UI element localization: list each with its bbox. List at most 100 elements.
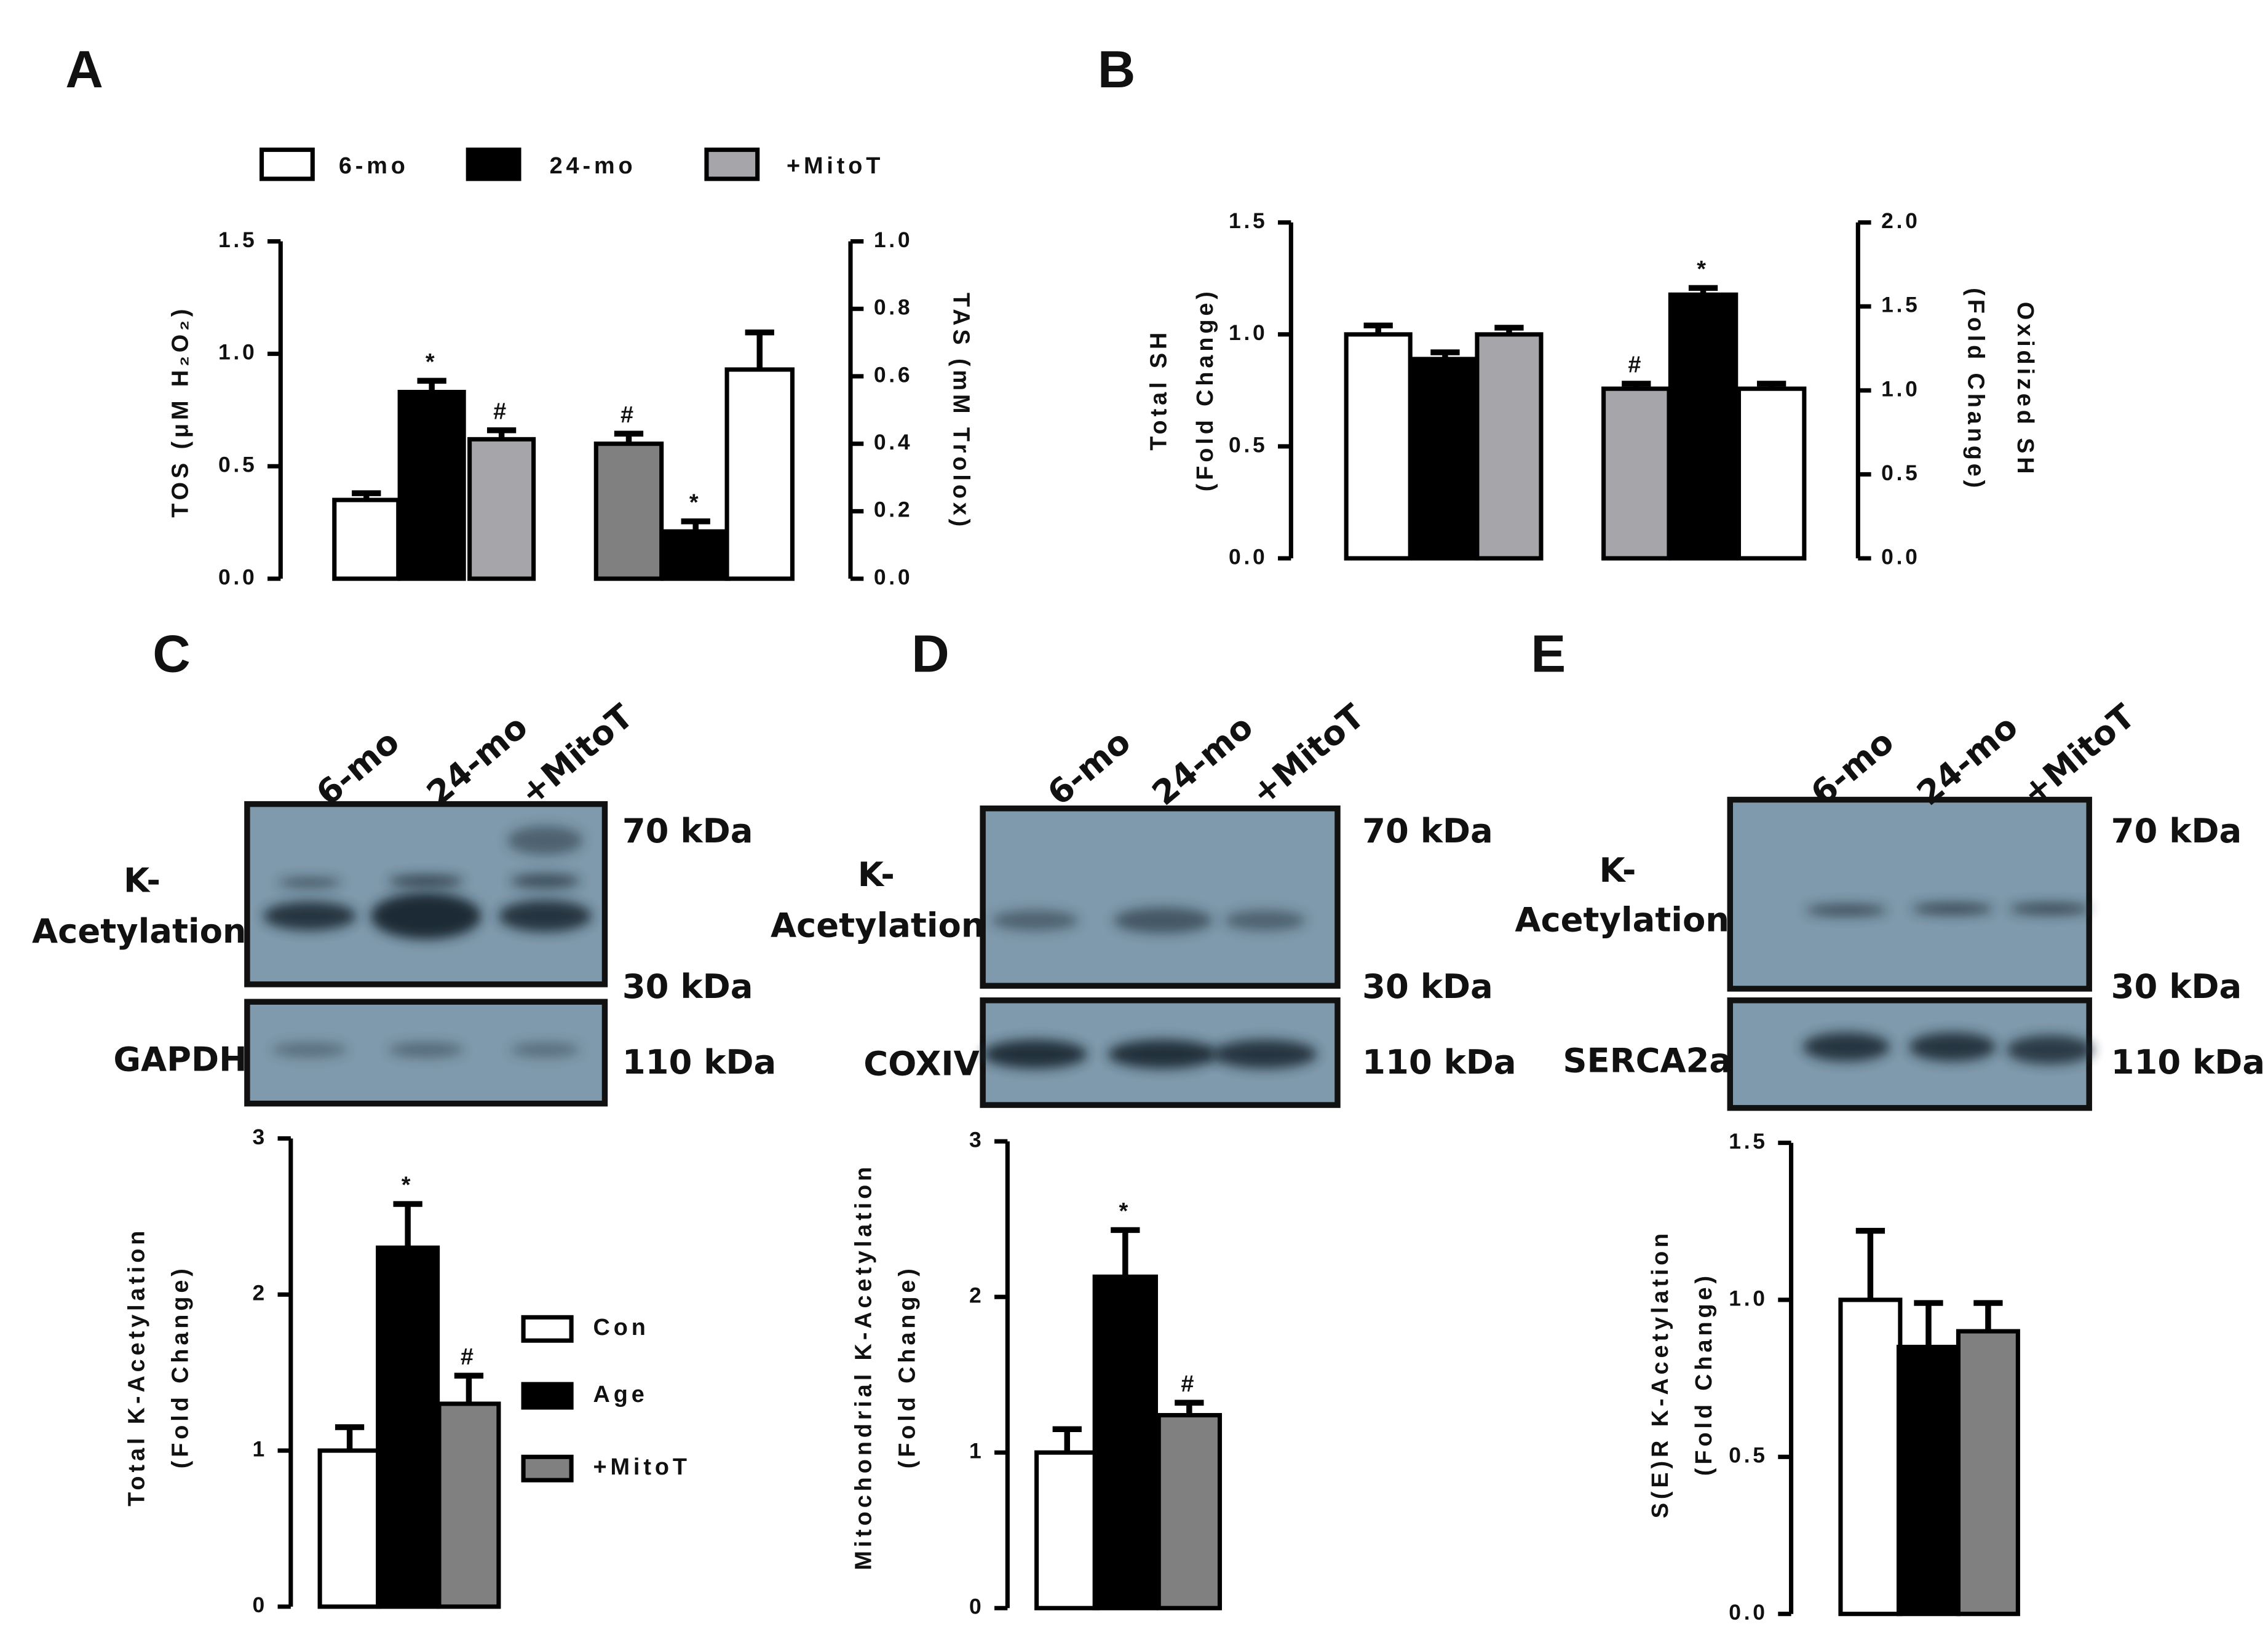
lane-label: 24-mo bbox=[1145, 707, 1261, 813]
panel-label: C bbox=[153, 625, 190, 683]
target-label: K- bbox=[124, 861, 161, 900]
bar bbox=[1092, 1274, 1159, 1610]
bar bbox=[1156, 1412, 1223, 1610]
lane-label: +MitoT bbox=[512, 697, 640, 813]
y-tick-label: 1.0 bbox=[218, 340, 257, 365]
blot-band bbox=[510, 1042, 581, 1058]
bar bbox=[1896, 1345, 1961, 1617]
bar bbox=[437, 1401, 501, 1609]
annotation: # bbox=[1181, 1371, 1197, 1397]
target-label: Acetylation bbox=[771, 906, 985, 945]
marker-label: 110 kDa bbox=[1362, 1043, 1516, 1082]
y-tick-label: 0.5 bbox=[1881, 461, 1920, 485]
blot-band bbox=[272, 1042, 348, 1058]
bar bbox=[376, 1245, 440, 1609]
bar bbox=[332, 497, 401, 581]
y-tick-label: 0.0 bbox=[874, 564, 913, 589]
y-tick-label: 0.5 bbox=[1729, 1443, 1767, 1468]
legend-swatch bbox=[704, 148, 760, 181]
annotation: * bbox=[689, 489, 702, 515]
blot-band bbox=[1108, 1039, 1219, 1069]
blot-band bbox=[388, 1042, 464, 1058]
y-tick-label: 0.2 bbox=[874, 497, 913, 522]
bar bbox=[724, 367, 795, 581]
lane-label: +MitoT bbox=[1244, 697, 1372, 813]
blot-band bbox=[388, 875, 464, 887]
y-axis-label: TAS (mM Trolox) bbox=[948, 293, 973, 530]
y-tick-label: 2 bbox=[969, 1283, 984, 1308]
y-tick-label: 3 bbox=[253, 1125, 268, 1149]
marker-label: 30 kDa bbox=[2111, 967, 2242, 1006]
marker-label: 70 kDa bbox=[622, 812, 753, 850]
blot-band bbox=[1806, 904, 1887, 916]
bar bbox=[317, 1448, 382, 1609]
marker-label: 70 kDa bbox=[1362, 812, 1493, 850]
lane-label: 6-mo bbox=[1041, 723, 1138, 814]
y-axis-label: (Fold Change) bbox=[1691, 1272, 1717, 1476]
y-tick-label: 0.5 bbox=[1229, 432, 1267, 457]
blot-band bbox=[1113, 907, 1213, 934]
y-tick-label: 1.0 bbox=[1229, 320, 1267, 345]
y-tick-label: 0.8 bbox=[874, 295, 913, 320]
y-tick-label: 0.0 bbox=[218, 564, 257, 589]
y-tick-label: 1.5 bbox=[1881, 293, 1920, 317]
annotation: * bbox=[402, 1173, 414, 1198]
y-axis-label: (Fold Change) bbox=[895, 1265, 921, 1468]
lane-label: 6-mo bbox=[309, 723, 406, 814]
bar bbox=[467, 437, 536, 581]
loading-label: GAPDH bbox=[113, 1040, 247, 1079]
legend-swatch bbox=[259, 148, 315, 181]
y-tick-label: 0.6 bbox=[874, 362, 913, 387]
annotation: # bbox=[461, 1344, 477, 1370]
bar bbox=[1601, 386, 1671, 561]
y-tick-label: 1 bbox=[253, 1436, 268, 1461]
loading-label: SERCA2a bbox=[1563, 1042, 1732, 1080]
blot-band bbox=[1212, 1039, 1317, 1069]
legend-label: +MitoT bbox=[593, 1454, 691, 1480]
loading-label: COXIV bbox=[863, 1044, 979, 1083]
bar bbox=[1736, 386, 1807, 561]
target-label: K- bbox=[1600, 851, 1636, 890]
y-tick-label: 1.5 bbox=[1729, 1129, 1767, 1154]
panel-label: A bbox=[65, 41, 103, 99]
panel-label: B bbox=[1098, 41, 1135, 99]
marker-label: 110 kDa bbox=[2111, 1043, 2265, 1082]
y-axis-label: Total K-Acetylation bbox=[124, 1227, 150, 1506]
blot-band bbox=[277, 878, 342, 887]
marker-label: 110 kDa bbox=[622, 1043, 776, 1082]
annotation: # bbox=[1628, 352, 1644, 378]
y-tick-label: 0.5 bbox=[218, 453, 257, 477]
blot-membrane bbox=[1727, 796, 2092, 992]
bar bbox=[1956, 1329, 2020, 1617]
y-axis-label: S(E)R K-Acetylation bbox=[1647, 1230, 1673, 1519]
bar bbox=[1034, 1450, 1100, 1610]
y-tick-label: 1.5 bbox=[218, 228, 257, 252]
target-label: Acetylation bbox=[1515, 900, 1729, 939]
panel-label: D bbox=[911, 625, 949, 683]
marker-label: 30 kDa bbox=[1362, 967, 1493, 1006]
y-tick-label: 1.0 bbox=[1881, 376, 1920, 401]
blot-band bbox=[1909, 1032, 1996, 1062]
lane-label: 24-mo bbox=[419, 707, 535, 813]
blot-band bbox=[510, 874, 581, 889]
y-axis-label: Oxidized SH bbox=[2012, 302, 2038, 478]
y-tick-label: 1.5 bbox=[1229, 208, 1267, 233]
annotation: * bbox=[426, 349, 438, 375]
annotation: * bbox=[1697, 256, 1710, 282]
blot-band bbox=[2009, 903, 2091, 915]
blot-band bbox=[263, 901, 357, 931]
y-tick-label: 0.0 bbox=[1881, 544, 1920, 569]
legend-label: +MitoT bbox=[787, 153, 884, 179]
panel-label: E bbox=[1531, 625, 1566, 683]
y-tick-label: 3 bbox=[969, 1128, 984, 1152]
blot-band bbox=[370, 892, 482, 940]
blot-band bbox=[498, 900, 592, 932]
legend-swatch bbox=[521, 1454, 574, 1483]
y-axis-label: (Fold Change) bbox=[1192, 288, 1218, 491]
y-tick-label: 0.0 bbox=[1229, 544, 1267, 569]
y-tick-label: 1 bbox=[969, 1439, 984, 1463]
marker-label: 70 kDa bbox=[2111, 812, 2242, 850]
legend-swatch bbox=[521, 1382, 574, 1410]
blot-band bbox=[983, 1039, 1088, 1069]
legend-label: Con bbox=[593, 1315, 649, 1340]
